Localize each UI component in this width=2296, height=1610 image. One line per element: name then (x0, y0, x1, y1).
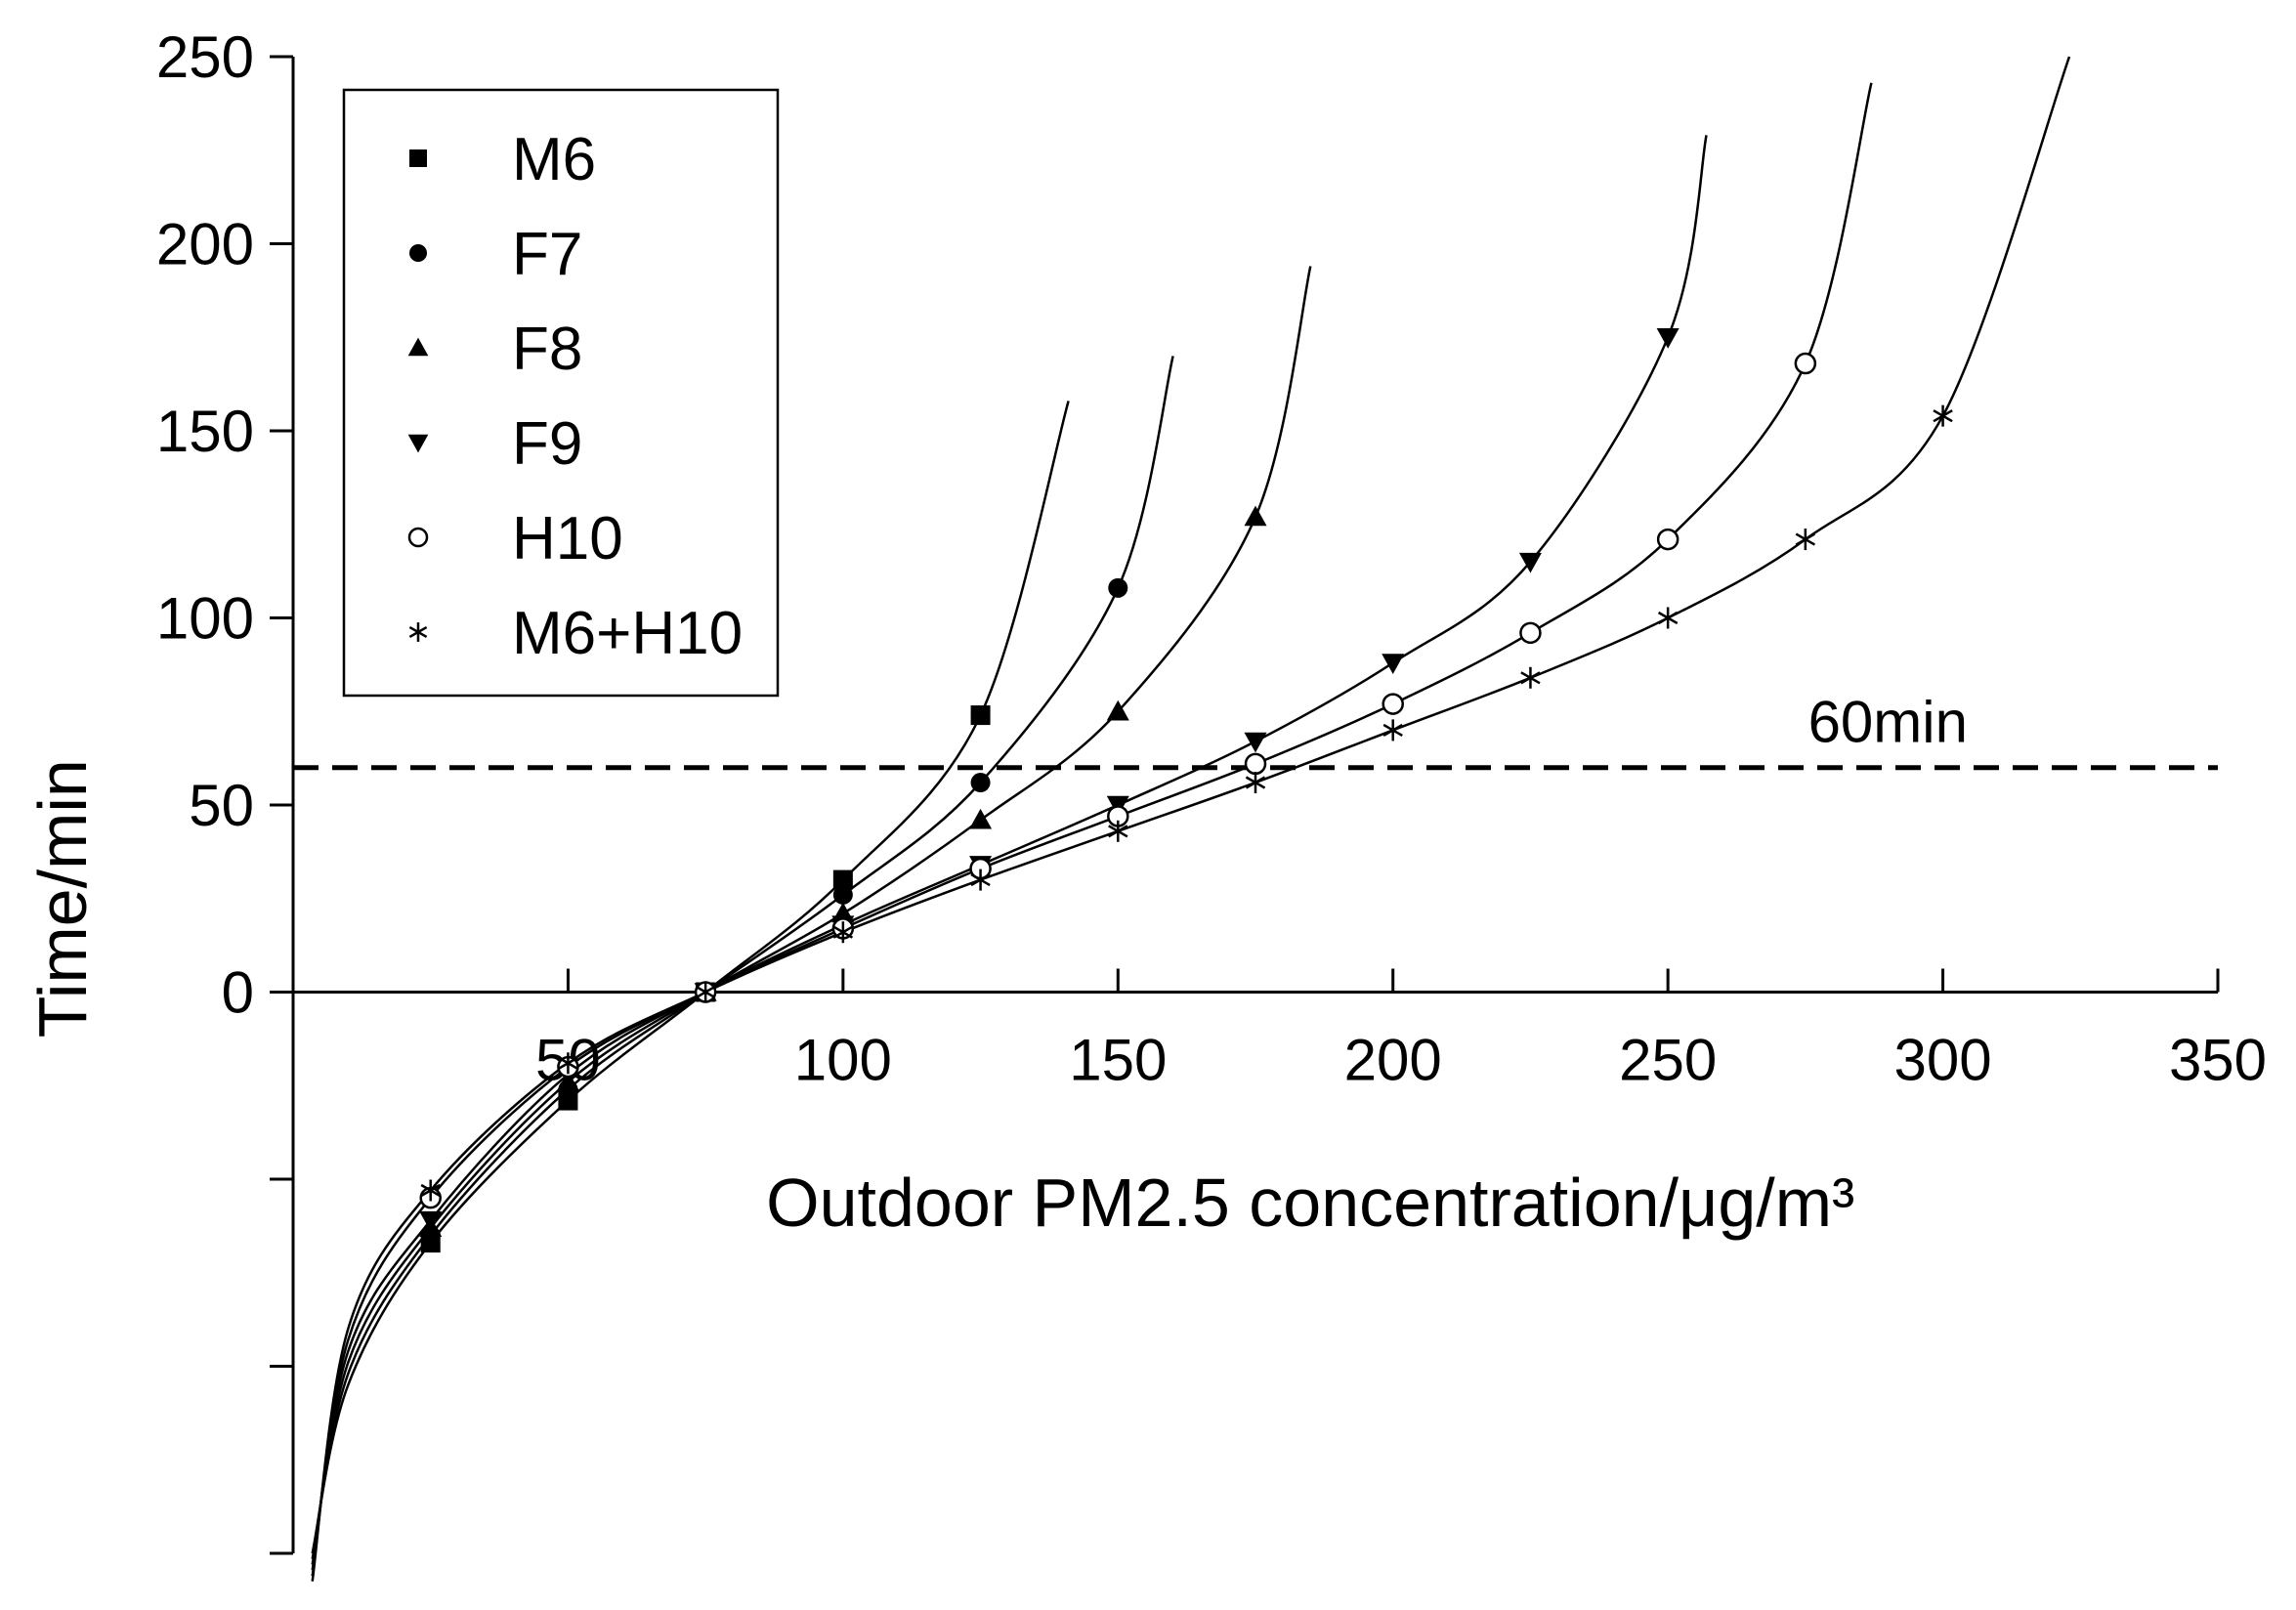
data-point-h10 (1794, 352, 1817, 375)
x-tick-label: 350 (2169, 1028, 2267, 1093)
series-markers (419, 328, 1953, 1253)
data-point-m6-h10 (695, 981, 716, 1003)
legend-label: M6+H10 (512, 600, 743, 667)
data-point-m6-h10 (1382, 719, 1403, 741)
data-point-f9 (1518, 552, 1542, 573)
x-tick-label: 100 (794, 1028, 892, 1093)
x-tick-label: 300 (1894, 1028, 1992, 1093)
data-point-m6-h10 (1933, 404, 1953, 427)
y-tick-label: 50 (189, 773, 254, 838)
legend-marker-f7 (409, 244, 427, 262)
y-tick-label: 250 (156, 24, 254, 90)
data-point-f7 (832, 884, 853, 905)
data-point-f7 (1108, 577, 1128, 598)
legend-marker-m6 (409, 149, 427, 167)
data-point-m6-h10 (1795, 529, 1816, 551)
data-point-h10 (1656, 528, 1679, 551)
legend-marker-f9 (407, 434, 429, 453)
data-point-h10 (1244, 752, 1267, 776)
data-point-m6-h10 (1108, 820, 1128, 842)
data-point-m6 (832, 869, 853, 890)
data-point-f9 (1244, 732, 1267, 753)
y-tick-label: 100 (156, 586, 254, 652)
x-axis-label: Outdoor PM2.5 concentration/μg/m³ (766, 1165, 1854, 1241)
data-point-h10 (1382, 693, 1404, 715)
legend-marker-h10 (407, 527, 429, 548)
data-point-f9 (419, 1210, 443, 1232)
data-point-m6-h10 (420, 1179, 441, 1202)
legend-label: F8 (512, 316, 582, 383)
x-tick-label: 250 (1619, 1028, 1717, 1093)
series-line-f8 (311, 266, 1312, 1565)
data-point-f8 (969, 808, 993, 829)
data-point-f9 (1382, 654, 1405, 674)
data-point-m6 (970, 705, 991, 726)
x-tick-label: 150 (1069, 1028, 1167, 1093)
data-point-f8 (1106, 699, 1129, 721)
axis-labels: Outdoor PM2.5 concentration/μg/m³ Time/mi… (24, 759, 1854, 1241)
reference-line-label: 60min (1808, 690, 1968, 755)
y-tick-label: 200 (156, 212, 254, 277)
data-point-m6-h10 (1520, 666, 1541, 689)
axes: 05010015020025050100150200250300350 (156, 24, 2267, 1555)
data-point-m6-h10 (1657, 607, 1679, 629)
x-tick-label: 200 (1344, 1028, 1442, 1093)
legend: M6 F7 F8 F9 H10 M6+H10 (342, 88, 780, 698)
legend-box (342, 88, 780, 698)
y-tick-label: 0 (222, 960, 254, 1026)
data-point-f9 (1656, 328, 1679, 349)
legend-label: M6 (512, 126, 596, 193)
legend-marker-m6-h10 (408, 622, 428, 642)
y-axis-label: Time/min (24, 759, 101, 1038)
data-point-m6-h10 (970, 869, 991, 891)
data-point-h10 (1519, 621, 1542, 645)
legend-label: F7 (512, 221, 582, 288)
legend-marker-f8 (407, 337, 429, 357)
legend-label: H10 (512, 505, 623, 572)
data-point-f8 (1244, 505, 1267, 527)
legend-label: F9 (512, 410, 582, 478)
data-point-m6-h10 (832, 921, 854, 944)
data-point-m6-h10 (558, 1052, 578, 1075)
data-point-f7 (970, 773, 991, 793)
data-point-m6-h10 (1245, 772, 1266, 794)
y-tick-label: 150 (156, 399, 254, 464)
